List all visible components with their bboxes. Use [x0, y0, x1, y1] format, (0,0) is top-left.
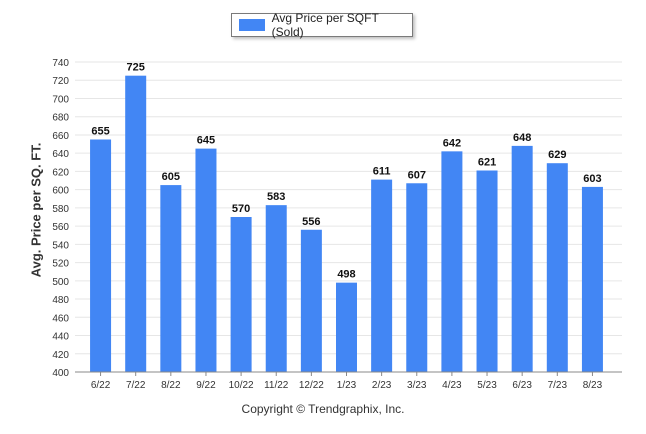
bar-12-22 — [300, 229, 322, 372]
y-axis-title: Avg. Price per SQ. FT. — [28, 142, 44, 278]
x-tick-label: 3/23 — [407, 380, 427, 391]
bar-7-22 — [125, 75, 147, 373]
x-tick-label: 8/22 — [161, 380, 181, 391]
x-tick-label: 2/23 — [372, 380, 392, 391]
data-label: 556 — [302, 216, 320, 228]
copyright-text: Copyright © Trendgraphix, Inc. — [241, 402, 405, 416]
data-label: 583 — [267, 191, 285, 203]
y-tick-label: 520 — [52, 259, 69, 270]
bar-3-23 — [406, 183, 428, 372]
x-tick-label: 8/23 — [583, 380, 603, 391]
x-tick-label: 5/23 — [477, 380, 497, 391]
data-label: 648 — [513, 132, 531, 144]
bar-5-23 — [476, 170, 498, 372]
legend: Avg Price per SQFT (Sold) — [231, 11, 413, 39]
y-tick-label: 560 — [52, 222, 69, 233]
bar-7-23 — [546, 163, 568, 372]
data-label: 655 — [91, 126, 109, 138]
bar-8-23 — [581, 186, 603, 372]
data-label: 603 — [583, 173, 601, 185]
axes: 400 420 440 460 480 500 520 540 560 580 600 620 640 6… — [52, 58, 622, 391]
y-tick-label: 740 — [52, 58, 69, 69]
data-label: 570 — [232, 203, 250, 215]
data-label: 607 — [408, 169, 426, 181]
legend-label: Avg Price per SQFT (Sold) — [271, 11, 379, 39]
bar-4-23 — [441, 151, 463, 372]
bar-9-22 — [195, 148, 217, 372]
bar-1-23 — [336, 282, 357, 372]
bar-10-22 — [230, 217, 252, 372]
data-label: 645 — [197, 135, 215, 147]
data-label: 725 — [127, 62, 145, 74]
bars — [90, 75, 603, 373]
x-tick-label: 6/22 — [91, 380, 111, 391]
x-tick-label: 12/22 — [299, 380, 324, 391]
data-label: 605 — [162, 171, 180, 183]
bar-6-23 — [511, 145, 533, 372]
x-tick-label: 9/22 — [196, 380, 216, 391]
data-label: 642 — [443, 137, 461, 149]
x-tick-label: 10/22 — [229, 380, 254, 391]
bar-11-22 — [265, 205, 287, 372]
x-tick-label: 7/22 — [126, 380, 146, 391]
y-tick-label: 680 — [52, 113, 69, 124]
legend-swatch — [239, 19, 265, 31]
data-labels: 655 725 605 645 570 583 556 498 611 607 642 621 648 6… — [91, 62, 601, 281]
x-tick-label: 6/23 — [512, 380, 532, 391]
data-label: 629 — [548, 149, 566, 161]
y-tick-label: 460 — [52, 313, 69, 324]
y-tick-label: 700 — [52, 94, 69, 105]
data-label: 611 — [373, 166, 391, 178]
y-tick-label: 600 — [52, 186, 69, 197]
y-tick-label: 620 — [52, 167, 69, 178]
data-label: 498 — [337, 269, 355, 281]
data-label: 621 — [478, 157, 496, 169]
y-tick-label: 400 — [52, 368, 69, 379]
x-tick-label: 7/23 — [548, 380, 568, 391]
y-tick-label: 500 — [52, 277, 69, 288]
y-tick-label: 480 — [52, 295, 69, 306]
bar-6-22 — [90, 139, 112, 372]
y-tick-label: 580 — [52, 204, 69, 215]
y-tick-label: 540 — [52, 240, 69, 251]
bar-2-23 — [371, 179, 393, 372]
x-tick-label: 1/23 — [337, 380, 357, 391]
x-tick-label: 4/23 — [442, 380, 462, 391]
bar-8-22 — [160, 185, 182, 372]
y-tick-label: 640 — [52, 149, 69, 160]
y-tick-label: 660 — [52, 131, 69, 142]
y-tick-label: 440 — [52, 332, 69, 343]
x-tick-label: 11/22 — [264, 380, 289, 391]
y-tick-label: 720 — [52, 76, 69, 87]
y-tick-label: 420 — [52, 350, 69, 361]
